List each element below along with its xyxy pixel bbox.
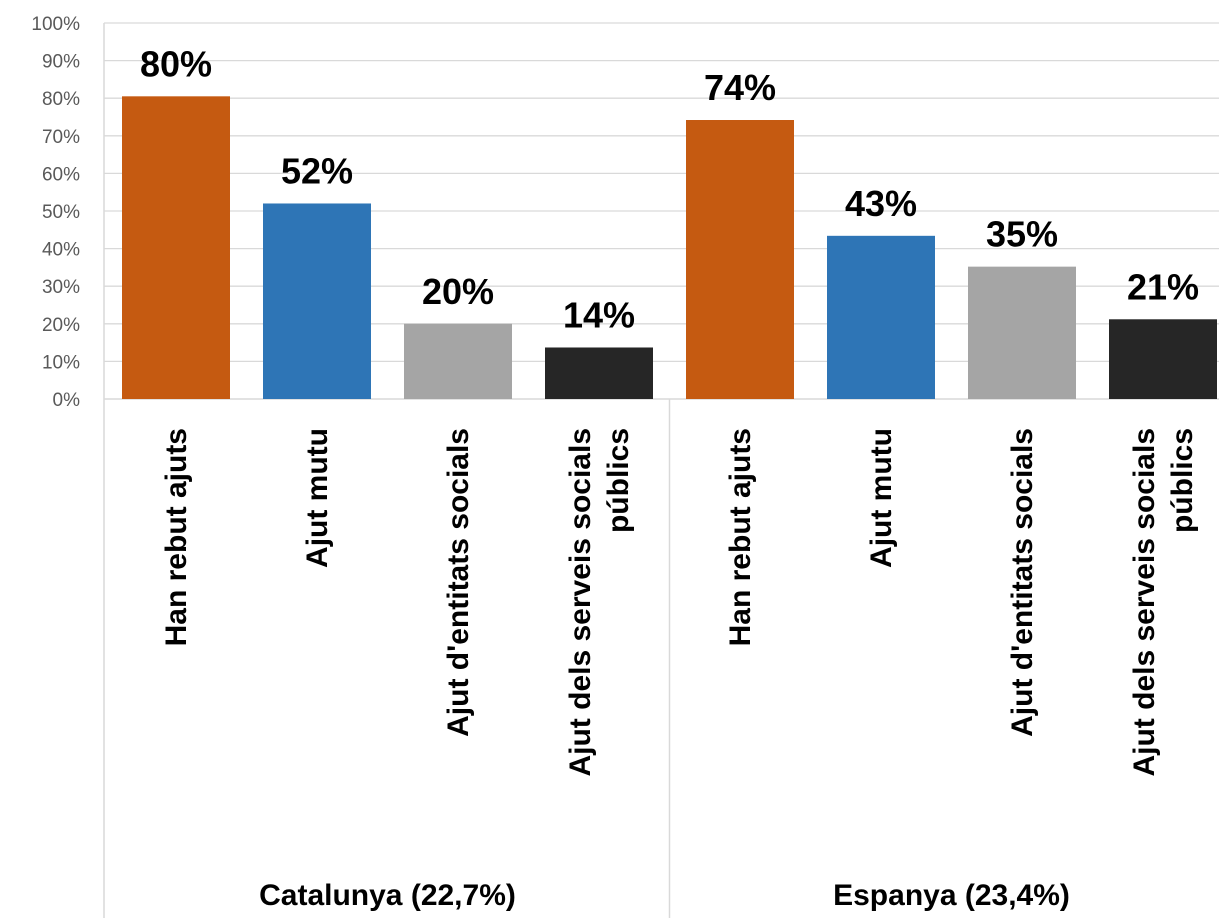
y-tick-label: 30% <box>42 277 80 298</box>
category-label: Ajut dels serveis socials públics <box>1128 428 1199 777</box>
y-tick-label: 40% <box>42 240 80 261</box>
category-label-line: Ajut dels serveis socials <box>1128 428 1161 777</box>
y-tick-label: 80% <box>42 89 80 110</box>
category-label-line: Han rebut ajuts <box>724 428 757 646</box>
category-label: Han rebut ajuts <box>724 428 757 646</box>
category-label-line: Ajut d'entitats socials <box>1006 428 1039 737</box>
bar <box>827 235 935 399</box>
bar <box>686 120 794 400</box>
data-label: 52% <box>281 150 353 191</box>
y-tick-label: 20% <box>42 315 80 336</box>
category-label-line: públics <box>1166 428 1199 533</box>
data-label: 21% <box>1127 266 1199 307</box>
category-labels: Han rebut ajuts Ajut mutu Ajut d'entitats … <box>160 428 1199 777</box>
bar <box>545 347 653 399</box>
category-label-line: Ajut dels serveis socials <box>564 428 597 777</box>
category-label: Ajut d'entitats socials <box>1006 428 1039 737</box>
category-label: Ajut mutu <box>865 428 898 568</box>
y-tick-label: 90% <box>42 52 80 73</box>
category-label: Ajut dels serveis socials públics <box>564 428 635 777</box>
data-label: 20% <box>422 271 494 312</box>
group-label: Espanya (23,4%) <box>833 879 1070 912</box>
data-label: 14% <box>563 294 635 335</box>
y-tick-label: 0% <box>53 390 81 411</box>
category-label-line: Ajut d'entitats socials <box>442 428 475 737</box>
group-label: Catalunya (22,7%) <box>259 879 516 912</box>
bars <box>122 96 1217 400</box>
data-label: 43% <box>845 183 917 224</box>
y-tick-label: 50% <box>42 202 80 223</box>
category-label: Ajut d'entitats socials <box>442 428 475 737</box>
axes: 0% 10% 20% 30% 40% 50% 60% 70% 80% 90% 100% <box>31 14 1219 918</box>
category-label-line: Ajut mutu <box>865 428 898 568</box>
category-label: Ajut mutu <box>301 428 334 568</box>
bar <box>263 203 371 399</box>
bar <box>1109 319 1217 399</box>
category-label-line: públics <box>602 428 635 533</box>
group-labels: Catalunya (22,7%) Espanya (23,4%) <box>259 879 1070 912</box>
category-label-line: Han rebut ajuts <box>160 428 193 646</box>
category-label: Han rebut ajuts <box>160 428 193 646</box>
y-tick-label: 60% <box>42 164 80 185</box>
bar <box>404 323 512 399</box>
y-tick-label: 100% <box>31 14 80 35</box>
data-label: 74% <box>704 67 776 108</box>
bar <box>968 266 1076 399</box>
bar <box>122 96 230 399</box>
data-label: 35% <box>986 214 1058 255</box>
data-labels: 80% 52% 20% 14% 74% 43% 35% 21% <box>140 43 1199 335</box>
category-label-line: Ajut mutu <box>301 428 334 568</box>
y-tick-label: 70% <box>42 127 80 148</box>
y-tick-label: 10% <box>42 352 80 373</box>
data-label: 80% <box>140 43 212 84</box>
